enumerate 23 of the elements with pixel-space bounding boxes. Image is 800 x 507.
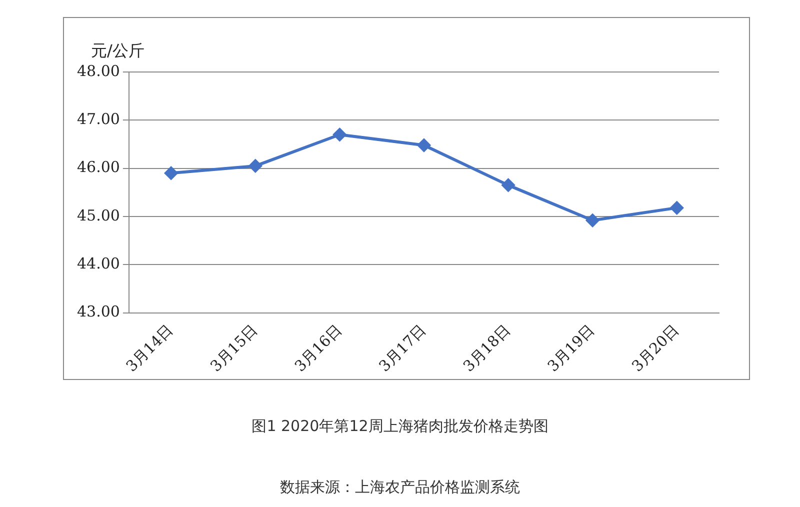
y-tick-label: 43.00 [76,302,120,321]
point [502,178,515,192]
y-tick-label: 45.00 [76,206,120,224]
x-tick-label: 3月14日 [122,321,177,376]
point [333,128,346,142]
x-tick-label: 3月18日 [460,321,514,376]
y-tick-label: 46.00 [76,158,120,176]
source-note: 数据来源：上海农产品价格监测系统 [279,478,521,497]
x-tick-label: 3月20日 [628,321,682,376]
y-axis-title: 元/公斤 [90,41,144,60]
y-tick-label: 48.00 [76,62,120,80]
point [417,138,430,152]
x-tick-label: 3月15日 [206,321,261,376]
y-tick-label: 44.00 [76,254,120,273]
point [586,214,600,227]
x-tick-label: 3月19日 [544,321,598,376]
point [248,159,262,172]
x-tick-label: 3月17日 [375,321,430,376]
text: 图1 2020年第12周上海猪肉批发价格走势图 [250,417,550,436]
y-tick-label: 47.00 [76,110,120,128]
point [670,201,684,214]
x-tick-label: 3月16日 [291,321,346,376]
point [164,166,178,180]
